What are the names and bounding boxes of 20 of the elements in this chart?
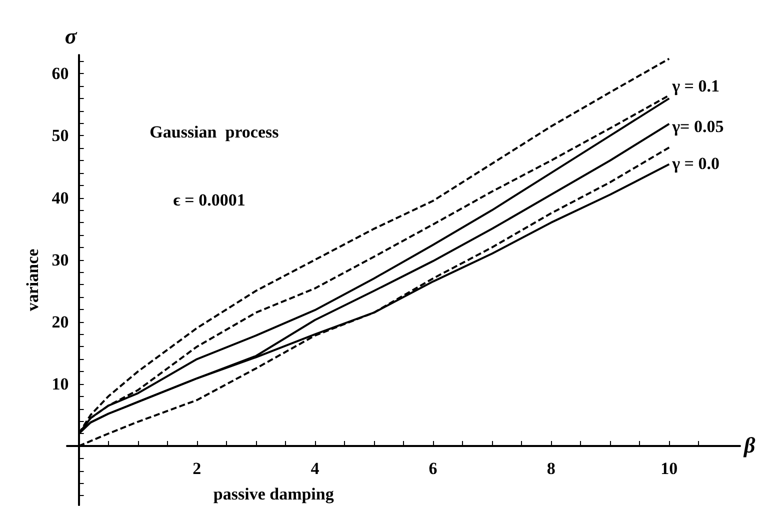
y-tick-label: 20 <box>52 312 69 332</box>
x-axis-title: passive damping <box>213 484 334 504</box>
annotation: γ = 0.1 <box>671 76 720 96</box>
text: σ <box>64 24 78 48</box>
annotation: ϵ = 0.0001 <box>173 190 246 210</box>
y-tick-label: 40 <box>52 188 69 208</box>
y-tick-label: 50 <box>52 126 69 146</box>
y-tick-label: 60 <box>52 64 69 84</box>
y-tick-label: 30 <box>52 250 69 270</box>
y-tick-label: 10 <box>52 374 69 394</box>
x-tick-label: 2 <box>192 459 202 478</box>
annotation: γ= 0.05 <box>671 116 724 136</box>
annotation: γ = 0.0 <box>671 154 720 174</box>
x-tick-label: 8 <box>546 459 556 478</box>
x-tick-label: 4 <box>310 459 320 478</box>
x-tick-label: 6 <box>428 459 438 478</box>
y-axis-title: variance <box>22 248 42 312</box>
annotation: Gaussian process <box>150 122 280 142</box>
x-tick-label: 10 <box>660 459 678 478</box>
text: β <box>743 432 756 458</box>
